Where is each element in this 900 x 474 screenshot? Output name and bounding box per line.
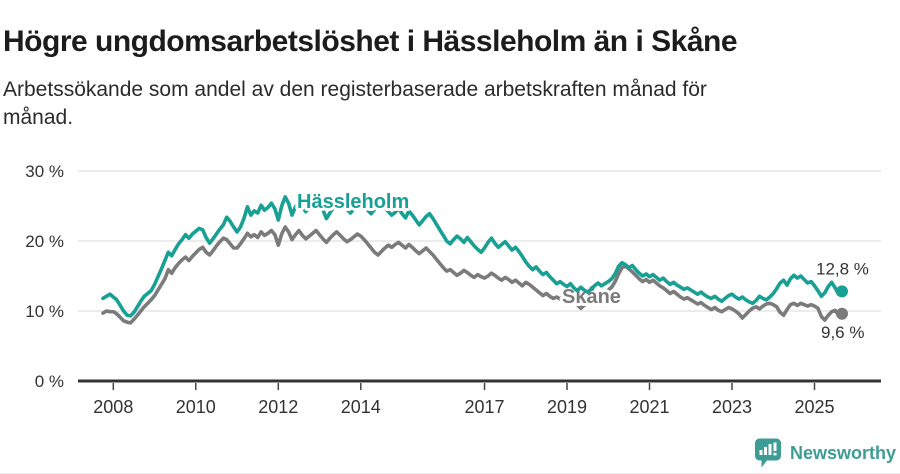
subtitle-line-1: Arbetssökande som andel av den registerb… — [3, 78, 707, 101]
x-axis-label: 2017 — [465, 397, 505, 417]
x-axis-label: 2025 — [794, 397, 834, 417]
x-axis-label: 2008 — [93, 397, 133, 417]
end-value-label: 12,8 % — [816, 259, 869, 278]
end-dot-skne — [836, 307, 848, 320]
chart-subtitle: Arbetssökande som andel av den registerb… — [3, 76, 843, 133]
end-dot-hssleholm — [836, 285, 848, 298]
x-axis-label: 2010 — [176, 397, 216, 417]
series-line-hssleholm — [101, 195, 844, 318]
x-axis-label: 2012 — [258, 397, 298, 417]
series-label-hssleholm: Hässleholm — [297, 191, 409, 213]
x-axis-label: 2014 — [341, 397, 381, 417]
subtitle-line-2: månad. — [3, 106, 74, 130]
bar-chart-speech-bubble-icon — [754, 438, 781, 468]
x-axis-label: 2023 — [712, 397, 752, 417]
y-axis-label: 0 % — [35, 372, 64, 391]
series-line-skne — [101, 225, 844, 325]
x-axis-label: 2021 — [629, 397, 669, 417]
y-axis-label: 20 % — [25, 232, 64, 251]
page-title: Högre ungdomsarbetslöshet i Hässleholm ä… — [3, 25, 738, 59]
y-axis-label: 10 % — [25, 302, 64, 321]
x-axis-label: 2019 — [547, 397, 587, 417]
end-value-label: 9,6 % — [821, 323, 864, 342]
newsworthy-logo: Newsworthy — [754, 438, 896, 468]
newsworthy-logo-text: Newsworthy — [789, 442, 896, 463]
y-axis-label: 30 % — [25, 162, 64, 181]
